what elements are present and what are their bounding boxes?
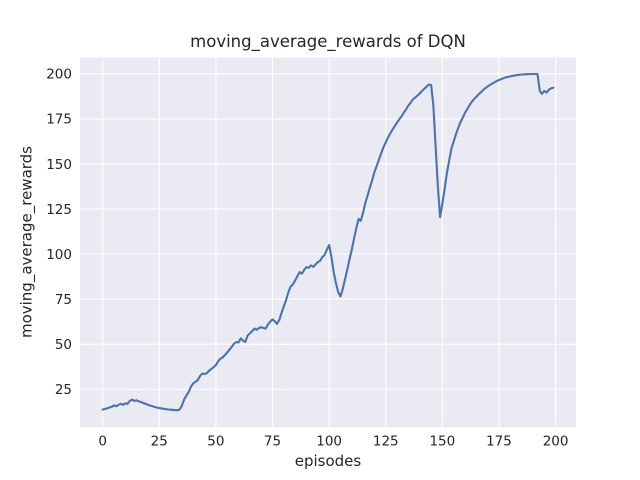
chart-title: moving_average_rewards of DQN bbox=[190, 32, 466, 51]
x-tick-label: 25 bbox=[151, 434, 168, 450]
y-tick-label: 150 bbox=[46, 157, 72, 173]
y-tick-label: 75 bbox=[55, 292, 72, 308]
x-tick-label: 200 bbox=[543, 434, 569, 450]
series-line-moving_average_rewards bbox=[101, 72, 555, 412]
x-tick-label: 175 bbox=[486, 434, 512, 450]
x-tick-label: 150 bbox=[429, 434, 455, 450]
x-tick-label: 50 bbox=[207, 434, 224, 450]
y-axis-label: moving_average_rewards bbox=[17, 145, 36, 339]
x-axis-label: episodes bbox=[294, 452, 362, 470]
x-tick-label: 75 bbox=[264, 434, 281, 450]
x-tick-label: 100 bbox=[316, 434, 342, 450]
y-tick-label: 200 bbox=[46, 67, 72, 83]
plot-area bbox=[80, 57, 576, 428]
y-tick-label: 175 bbox=[46, 112, 72, 128]
y-tick-label: 100 bbox=[46, 247, 72, 263]
x-tick-label: 125 bbox=[373, 434, 399, 450]
y-tick-label: 50 bbox=[55, 337, 72, 353]
x-tick-label: 0 bbox=[98, 434, 107, 450]
y-tick-label: 25 bbox=[55, 382, 72, 398]
y-tick-label: 125 bbox=[46, 202, 72, 218]
